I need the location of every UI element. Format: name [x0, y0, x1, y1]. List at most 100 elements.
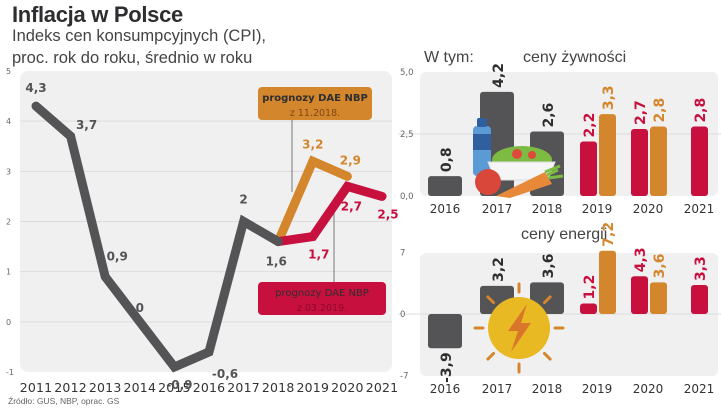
x-tick-label: 2012	[54, 380, 87, 395]
salad-tomato	[528, 151, 536, 159]
data-label: 3,7	[76, 118, 97, 132]
y-tick-label: -7	[400, 372, 408, 382]
x-tick-label: 2018	[532, 382, 563, 396]
x-tick-label: 2015	[158, 380, 191, 395]
sun-ray	[486, 295, 496, 305]
bar	[650, 126, 667, 196]
x-tick-label: 2017	[227, 380, 260, 395]
data-label: 0,9	[107, 250, 128, 264]
chart-subtitle-line2: proc. rok do roku, średnio w roku	[12, 49, 253, 67]
carrot	[496, 172, 552, 198]
data-label: 1,6	[266, 255, 287, 269]
annotation-title: prognozy DAE NBP	[275, 288, 369, 299]
data-label: 1,7	[308, 248, 329, 262]
data-label: 2,6	[541, 103, 557, 128]
y-tick-label: 2	[6, 218, 11, 227]
data-label: 3,2	[491, 257, 507, 282]
annotation-date: z 11.2018.	[290, 108, 340, 119]
data-label: 7,2	[601, 222, 617, 247]
data-label: 1,2	[582, 275, 598, 300]
food-panel-title: ceny żywności	[523, 49, 627, 66]
bar	[691, 126, 708, 196]
bar	[631, 129, 648, 196]
annotation-box-mar	[258, 282, 386, 315]
y-tick-label: 1	[6, 268, 11, 277]
series-line-cpi	[31, 101, 283, 373]
data-label: 2,5	[377, 207, 398, 221]
energy-sun-icon	[473, 282, 565, 374]
data-label: -3,9	[439, 352, 455, 383]
x-tick-label: 2019	[296, 380, 329, 395]
bar	[580, 303, 597, 314]
chart-title: Inflacja w Polsce	[12, 2, 183, 27]
bar	[428, 176, 462, 196]
y-tick-label: 3	[6, 167, 11, 176]
y-tick-label: 0	[6, 318, 11, 327]
x-tick-label: 2021	[684, 382, 715, 396]
source-note: Źródło: GUS, NBP, oprac. GS	[8, 396, 120, 406]
x-tick-label: 2016	[430, 202, 461, 216]
x-tick-label: 2020	[633, 382, 664, 396]
x-tick-label: 2016	[193, 380, 226, 395]
y-tick-label: 5	[6, 67, 11, 76]
x-tick-label: 2020	[331, 380, 364, 395]
x-tick-label: 2018	[532, 202, 563, 216]
y-tick-label: 2,5	[400, 130, 414, 140]
right-panel-header: W tym:	[424, 49, 474, 66]
lightning-bolt	[508, 304, 531, 352]
x-tick-label: 2021	[366, 380, 399, 395]
data-label: 2	[239, 193, 247, 207]
bar	[599, 250, 616, 314]
bottle-shape	[473, 126, 491, 176]
bar	[599, 114, 616, 196]
data-label: 2,2	[582, 113, 598, 138]
bar	[631, 276, 648, 314]
sun-ray	[542, 295, 552, 305]
x-tick-label: 2016	[430, 382, 461, 396]
y-tick-label: 4	[6, 117, 11, 126]
x-tick-label: 2019	[582, 382, 613, 396]
x-tick-label: 2013	[89, 380, 122, 395]
data-label: 3,6	[541, 254, 557, 279]
data-label: 2,9	[340, 153, 361, 167]
x-tick-label: 2017	[482, 382, 513, 396]
data-label: 3,6	[652, 254, 668, 279]
x-tick-label: 2018	[262, 380, 295, 395]
x-tick-label: 2017	[482, 202, 513, 216]
data-label: 0,8	[439, 147, 455, 172]
data-label: 3,2	[302, 137, 323, 151]
annotation-box-nov	[258, 87, 372, 120]
data-label: 4,3	[633, 247, 649, 272]
data-label: 2,8	[652, 98, 668, 123]
bar	[691, 285, 708, 314]
y-tick-label: 7	[400, 249, 405, 259]
bar	[428, 314, 462, 349]
data-label: 3,3	[601, 85, 617, 110]
x-tick-label: 2020	[633, 202, 664, 216]
bar	[650, 282, 667, 314]
x-tick-label: 2014	[123, 380, 156, 395]
annotation-title: prognozy DAE NBP	[262, 93, 368, 104]
carrot-leaves	[544, 164, 564, 180]
series-line-forecast-nov-2018	[273, 155, 352, 247]
y-tick-label: -1	[6, 368, 14, 377]
bottle-cap	[477, 118, 487, 127]
y-tick-label: 0	[400, 310, 405, 320]
sun-ray	[486, 351, 496, 361]
data-label: -0,9	[166, 378, 192, 392]
data-label: 0	[136, 301, 144, 315]
data-label: -0,6	[212, 367, 238, 381]
salad-tomato	[512, 149, 522, 159]
energy-panel-title: ceny energii	[521, 226, 608, 243]
chart-subtitle-line1: Indeks cen konsumpcyjnych (CPI),	[12, 27, 267, 45]
bottle-label	[473, 134, 491, 150]
tomato	[475, 169, 501, 195]
series-line-forecast-mar-2019	[273, 181, 387, 247]
data-label: 2,7	[633, 100, 649, 125]
data-label: 4,2	[491, 63, 507, 88]
data-label: 3,3	[693, 256, 709, 281]
data-label: 2,8	[693, 98, 709, 123]
y-tick-label: 5,0	[400, 68, 414, 78]
bar	[580, 141, 597, 196]
